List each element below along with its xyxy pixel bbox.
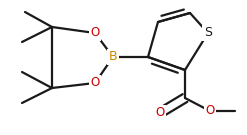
Text: B: B [109,50,117,63]
Text: O: O [205,104,215,117]
Text: O: O [155,107,165,119]
Text: O: O [90,77,100,90]
Text: O: O [90,26,100,40]
Text: S: S [204,26,212,40]
